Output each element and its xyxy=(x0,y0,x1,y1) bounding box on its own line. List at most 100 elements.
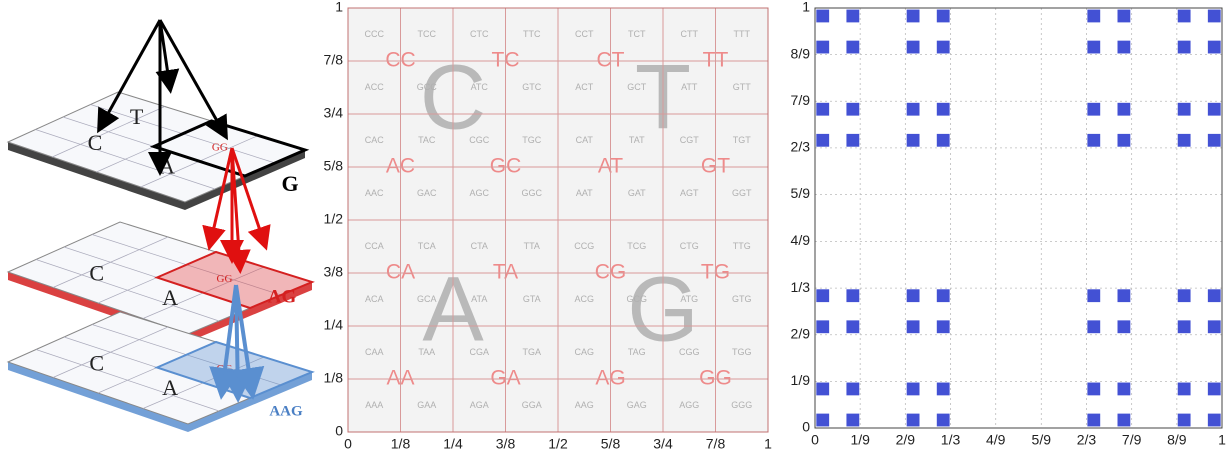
point xyxy=(907,414,920,427)
point xyxy=(1178,103,1191,116)
point xyxy=(1087,320,1100,333)
trinucleotide-label: AAC xyxy=(365,188,384,198)
trinucleotide-label: ACA xyxy=(365,294,384,304)
trinucleotide-label: TTC xyxy=(523,29,541,39)
point xyxy=(1178,10,1191,23)
y-tick-label: 4/9 xyxy=(791,232,811,248)
layer-diagram: GGCTAGGGCAAGGGCAAAG xyxy=(8,20,312,432)
point xyxy=(816,10,829,23)
point xyxy=(846,383,859,396)
point xyxy=(1178,414,1191,427)
x-tick-label: 0 xyxy=(811,432,819,448)
trinucleotide-label: ACC xyxy=(365,82,385,92)
point xyxy=(846,103,859,116)
trinucleotide-label: TCT xyxy=(628,29,646,39)
trinucleotide-label: GAT xyxy=(628,188,646,198)
trinucleotide-label: TTT xyxy=(734,29,751,39)
point xyxy=(1087,103,1100,116)
trinucleotide-label: GAA xyxy=(417,400,436,410)
figure: GGCTAGGGCAAGGGCAAAG CTAGCCCTCCCTCTTCCCTT… xyxy=(0,0,1230,454)
trinucleotide-label: CGA xyxy=(469,347,489,357)
point xyxy=(816,134,829,147)
point xyxy=(937,103,950,116)
trinucleotide-label: GGT xyxy=(732,188,752,198)
point xyxy=(907,320,920,333)
point xyxy=(816,103,829,116)
trinucleotide-label: CCT xyxy=(575,29,594,39)
point xyxy=(1118,414,1131,427)
x-tick-label: 2/9 xyxy=(896,432,916,448)
x-tick-label: 7/8 xyxy=(706,436,726,452)
layer-letter: A xyxy=(162,375,178,400)
y-tick-label: 3/8 xyxy=(324,264,344,280)
layer-label: AAG xyxy=(269,403,303,419)
trinucleotide-label: GGA xyxy=(522,400,542,410)
trinucleotide-label: CTA xyxy=(471,241,488,251)
trinucleotide-label: ATG xyxy=(680,294,698,304)
x-tick-label: 2/3 xyxy=(1077,432,1097,448)
y-tick-label: 7/9 xyxy=(791,92,811,108)
trinucleotide-label: TGC xyxy=(522,135,541,145)
trinucleotide-label: CGG xyxy=(679,347,700,357)
trinucleotide-label: GAC xyxy=(417,188,437,198)
y-tick-label: 1 xyxy=(335,0,343,15)
point xyxy=(1208,320,1221,333)
trinucleotide-label: AGC xyxy=(469,188,489,198)
x-tick-label: 5/8 xyxy=(601,436,621,452)
point xyxy=(937,414,950,427)
point xyxy=(1178,289,1191,302)
point xyxy=(907,10,920,23)
trinucleotide-label: GGC xyxy=(521,188,542,198)
point xyxy=(1087,289,1100,302)
trinucleotide-label: AGT xyxy=(680,188,699,198)
point xyxy=(907,41,920,54)
point xyxy=(1208,289,1221,302)
trinucleotide-label: TTG xyxy=(733,241,751,251)
y-tick-label: 3/4 xyxy=(324,105,344,121)
highlight-label: GG xyxy=(212,142,228,154)
point xyxy=(816,289,829,302)
trinucleotide-label: CAC xyxy=(365,135,385,145)
point xyxy=(937,41,950,54)
point xyxy=(1087,10,1100,23)
trinucleotide-label: GCC xyxy=(417,82,438,92)
point xyxy=(816,383,829,396)
point xyxy=(846,10,859,23)
point xyxy=(937,10,950,23)
trinucleotide-label: GTC xyxy=(522,82,541,92)
point xyxy=(1208,10,1221,23)
x-tick-label: 1 xyxy=(764,436,772,452)
layer-letter: C xyxy=(89,260,104,285)
trinucleotide-label: GGG xyxy=(731,400,752,410)
x-tick-label: 4/9 xyxy=(986,432,1006,448)
point xyxy=(1118,320,1131,333)
point xyxy=(1178,41,1191,54)
x-tick-label: 3/8 xyxy=(496,436,516,452)
trinucleotide-label: AGA xyxy=(470,400,489,410)
trinucleotide-label: TGG xyxy=(732,347,752,357)
point xyxy=(1118,10,1131,23)
trinucleotide-label: TGA xyxy=(522,347,541,357)
y-tick-label: 2/9 xyxy=(791,325,811,341)
point xyxy=(937,320,950,333)
trinucleotide-label: ACT xyxy=(575,82,594,92)
y-tick-label: 1/3 xyxy=(791,279,811,295)
point xyxy=(1118,41,1131,54)
layer-letter: C xyxy=(88,130,103,155)
layer-letter: A xyxy=(162,285,178,310)
trinucleotide-label: GAG xyxy=(627,400,647,410)
x-tick-label: 3/4 xyxy=(653,436,673,452)
x-tick-label: 1/9 xyxy=(850,432,870,448)
layer-letter: C xyxy=(89,350,104,375)
point xyxy=(1208,134,1221,147)
point xyxy=(1118,134,1131,147)
point xyxy=(1208,383,1221,396)
trinucleotide-label: TAG xyxy=(628,347,646,357)
y-tick-label: 1 xyxy=(802,0,810,15)
trinucleotide-label: TCA xyxy=(418,241,436,251)
x-tick-label: 1 xyxy=(1218,432,1226,448)
x-tick-label: 7/9 xyxy=(1122,432,1142,448)
point xyxy=(937,383,950,396)
point xyxy=(1118,103,1131,116)
trinucleotide-label: TCG xyxy=(627,241,646,251)
